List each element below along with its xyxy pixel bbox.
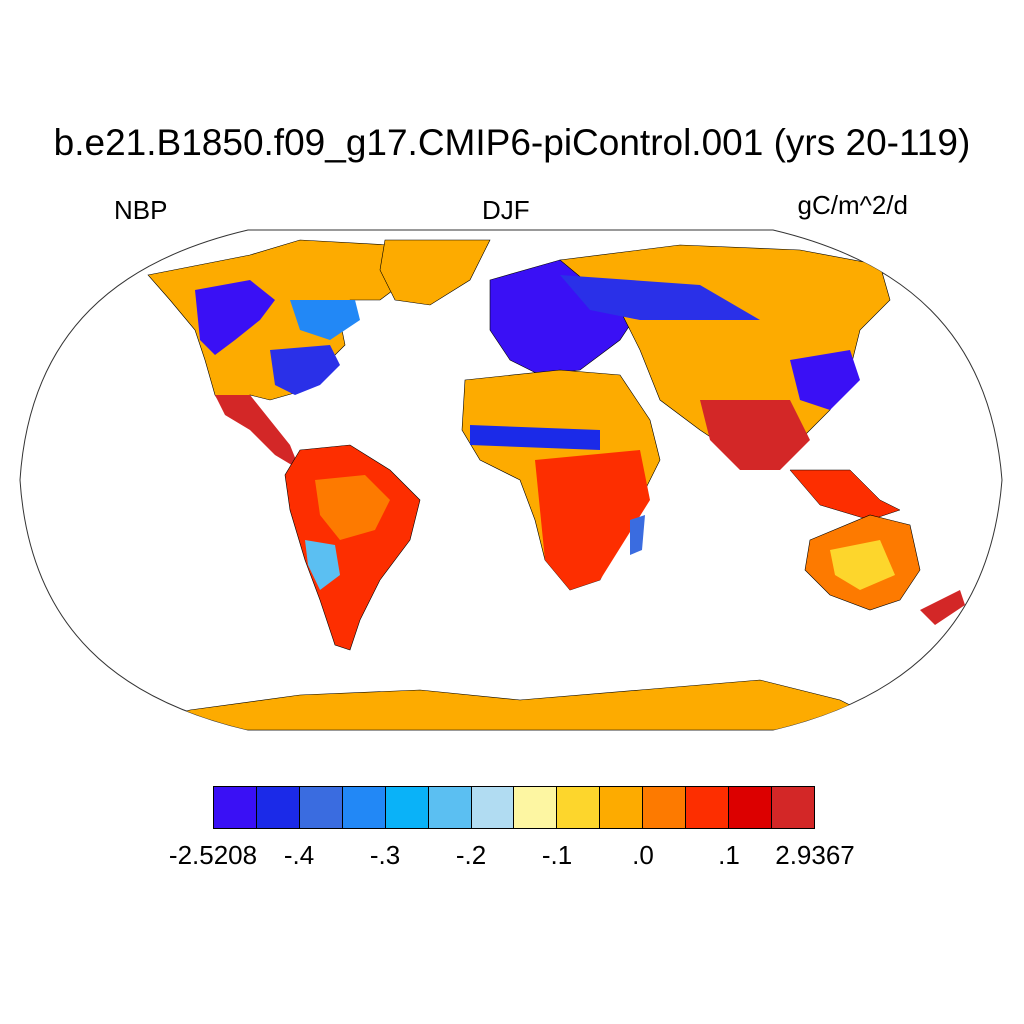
colorbar-tick-label: -.2 (455, 840, 487, 870)
units-label: gC/m^2/d (797, 190, 908, 220)
colorbar-swatch (600, 787, 644, 828)
colorbar-tick-label: -2.5208 (168, 840, 258, 870)
asia-blue-band (560, 275, 760, 320)
antarctica (119, 679, 901, 730)
africa-blue-band (470, 425, 600, 450)
season-label: DJF (482, 195, 530, 225)
colorbar-swatch (471, 787, 515, 828)
central-america (215, 395, 300, 470)
colorbar-tick-label: -.1 (541, 840, 573, 870)
colorbar-tick-label: .1 (718, 840, 740, 870)
colorbar-swatch (771, 787, 814, 828)
colorbar-tick-label: -.4 (283, 840, 315, 870)
sa-orange (315, 475, 390, 540)
variable-label: NBP (114, 195, 168, 225)
colorbar-swatch (557, 787, 601, 828)
colorbar-swatch (428, 787, 472, 828)
australia-center (830, 540, 895, 590)
new-zealand (920, 590, 965, 625)
colorbar (213, 786, 815, 829)
colorbar-swatch (385, 787, 429, 828)
greenland (379, 239, 491, 306)
africa-south (535, 450, 650, 590)
colorbar-tick-label: -.3 (369, 840, 401, 870)
colorbar-swatch (214, 787, 257, 828)
colorbar-swatch (514, 787, 558, 828)
colorbar-tick-label: .0 (632, 840, 654, 870)
na-west-blue (195, 280, 275, 355)
colorbar-swatch (299, 787, 343, 828)
colorbar-swatch (342, 787, 386, 828)
sa-blue (305, 540, 340, 590)
east-asia-blue (790, 350, 860, 410)
colorbar-swatch (729, 787, 772, 828)
maritime-se-asia (789, 469, 901, 521)
plot-title: b.e21.B1850.f09_g17.CMIP6-piControl.001 … (53, 122, 971, 163)
colorbar-tick-label: 2.9367 (775, 840, 855, 870)
madagascar (630, 515, 645, 555)
colorbar-swatch (256, 787, 300, 828)
na-mid-blue (290, 300, 360, 340)
colorbar-swatch (686, 787, 730, 828)
south-asia-red (700, 400, 810, 470)
colorbar-swatch (643, 787, 687, 828)
na-east-blue (270, 345, 340, 395)
